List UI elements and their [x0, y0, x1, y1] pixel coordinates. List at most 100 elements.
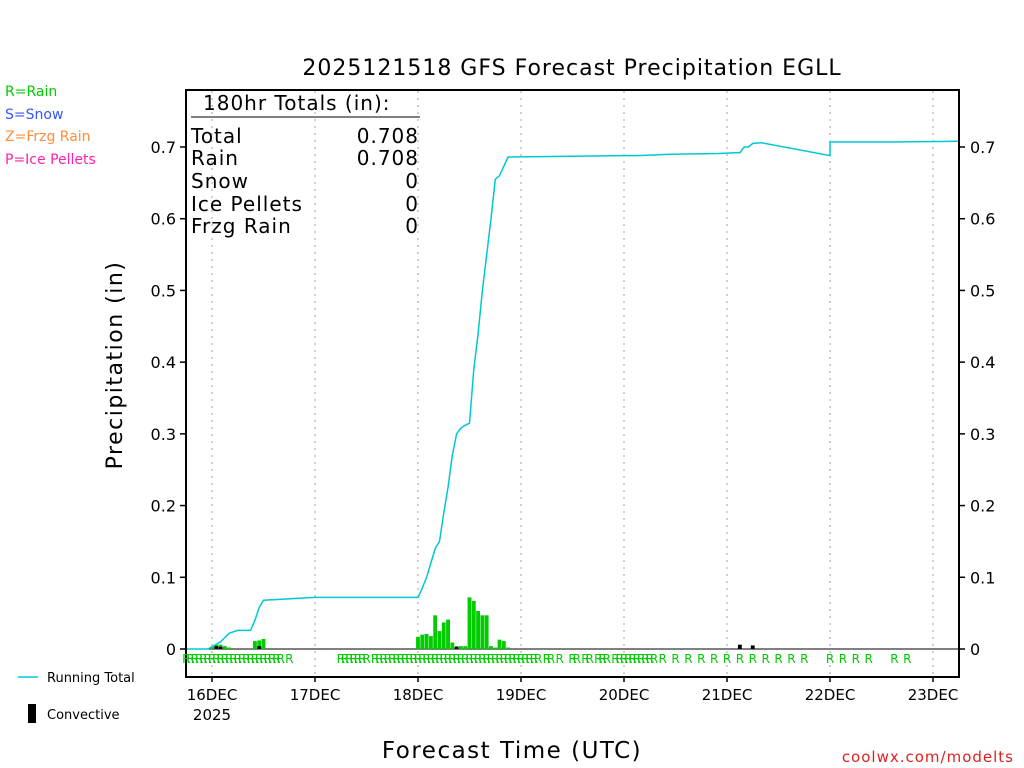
y-tick-label-right: 0.5	[970, 281, 995, 300]
ptype-marker-rain: R	[337, 652, 345, 666]
precip-bar	[471, 600, 476, 649]
ptype-marker-rain: R	[470, 652, 478, 666]
x-tick-year-label: 2025	[193, 706, 231, 724]
ptype-legend-snow: S=Snow	[5, 107, 63, 123]
ptype-marker-rain: R	[573, 652, 581, 666]
ptype-marker-rain: R	[628, 652, 636, 666]
precip-bar	[463, 646, 468, 649]
ptype-marker-rain: R	[225, 652, 233, 666]
x-tick-label: 18DEC	[393, 686, 444, 704]
precip-bar	[257, 640, 262, 649]
x-axis-ticks: 16DEC 17DEC 18DEC 19DEC 20DEC 21DEC 22DEC 23DEC…	[187, 677, 958, 724]
ptype-marker-rain: R	[500, 652, 508, 666]
y-tick-label-left: 0	[166, 640, 176, 659]
ptype-marker-rain: R	[234, 652, 242, 666]
ptype-marker-rain: R	[204, 652, 212, 666]
ptype-marker-rain: R	[624, 652, 632, 666]
totals-value-frzg-rain: 0	[405, 214, 419, 238]
ptype-marker-rain: R	[255, 652, 263, 666]
ptype-marker-rain: R	[547, 652, 555, 666]
ptype-marker-rain: R	[800, 652, 808, 666]
ptype-marker-rain: R	[268, 652, 276, 666]
ptype-marker-rain: R	[697, 652, 705, 666]
convective-legend-swatch	[28, 704, 36, 723]
credit-text: coolwx.com/modelts	[842, 748, 1014, 766]
ptype-marker-rain: R	[427, 652, 435, 666]
ptype-marker-rain: R	[521, 652, 529, 666]
ptype-marker-rain: R	[238, 652, 246, 666]
precip-bar	[428, 636, 433, 649]
ptype-marker-rain: R	[568, 652, 576, 666]
ptype-marker-rain: R	[229, 652, 237, 666]
precip-bar	[416, 636, 420, 649]
ptype-marker-rain: R	[397, 652, 405, 666]
precip-bar	[458, 646, 463, 649]
running-total-line	[187, 140, 959, 650]
y-tick-label-right: 0.6	[970, 210, 995, 229]
ptype-marker-rain: R	[405, 652, 413, 666]
ptype-marker-rain: R	[375, 652, 383, 666]
ptype-marker-rain: R	[186, 652, 194, 666]
ptype-marker-rain: R	[414, 652, 422, 666]
totals-box: 180hr Totals (in): Total 0.708 Rain 0.70…	[190, 91, 420, 238]
ptype-marker-rain: R	[482, 652, 490, 666]
ptype-marker-rain: R	[839, 652, 847, 666]
x-tick-label: 16DEC	[187, 686, 238, 704]
y-tick-label-right: 0.1	[970, 568, 995, 587]
ptype-marker-rain: R	[182, 652, 190, 666]
convective-bar	[454, 646, 459, 649]
ptype-marker-rain: R	[633, 652, 641, 666]
totals-value-total: 0.708	[357, 124, 419, 148]
ptype-marker-rain: R	[384, 652, 392, 666]
x-tick-label: 20DEC	[599, 686, 650, 704]
x-tick-label: 22DEC	[805, 686, 856, 704]
totals-value-rain: 0.708	[357, 146, 419, 170]
ptype-marker-rain: R	[461, 652, 469, 666]
precip-bar	[227, 647, 232, 649]
precip-bar	[210, 646, 214, 649]
ptype-marker-rain: R	[440, 652, 448, 666]
x-tick-label: 21DEC	[702, 686, 753, 704]
ptype-marker-rain: R	[452, 652, 460, 666]
ptype-marker-rain: R	[418, 652, 426, 666]
plot-frame	[185, 89, 960, 678]
ptype-marker-rain: R	[422, 652, 430, 666]
ptype-marker-rain: R	[242, 652, 250, 666]
convective-bars	[214, 644, 755, 649]
ptype-marker-rain: R	[491, 652, 499, 666]
ptype-marker-rain: R	[616, 652, 624, 666]
totals-value-ice-pellets: 0	[405, 192, 419, 216]
ptype-marker-rain: R	[611, 652, 619, 666]
series-legend: Running Total Convective	[18, 671, 135, 723]
x-tick-label: 17DEC	[290, 686, 341, 704]
ptype-marker-rain: R	[276, 652, 284, 666]
ptype-marker-rain: R	[191, 652, 199, 666]
day-gridlines	[186, 91, 959, 676]
ptype-marker-rain: R	[487, 652, 495, 666]
precip-bar	[489, 646, 493, 649]
ptype-marker-rain: R	[388, 652, 396, 666]
ptype-marker-rain: R	[650, 652, 658, 666]
totals-label-total: Total	[190, 124, 243, 148]
ptype-marker-rain: R	[246, 652, 254, 666]
ptype-marker-rain: R	[581, 652, 589, 666]
ptype-marker-rain: R	[465, 652, 473, 666]
ptype-marker-rain: R	[478, 652, 486, 666]
precip-bar	[480, 615, 485, 649]
totals-label-ice-pellets: Ice Pellets	[191, 192, 303, 216]
ptype-marker-rain: R	[195, 652, 203, 666]
totals-header: 180hr Totals (in):	[203, 91, 391, 115]
ptype-marker-rain: R	[620, 652, 628, 666]
y-tick-label-left: 0.3	[151, 425, 176, 444]
ptype-legend: R=Rain S=Snow Z=Frzg Rain P=Ice Pellets	[5, 84, 96, 168]
precip-bar	[446, 619, 450, 649]
ptype-marker-rain: R	[543, 652, 551, 666]
convective-legend-label: Convective	[47, 708, 120, 723]
precip-bar	[467, 597, 472, 649]
ptype-marker-rain: R	[641, 652, 649, 666]
ptype-marker-rain: R	[410, 652, 418, 666]
ptype-marker-rain: R	[392, 652, 400, 666]
ptype-marker-rain: R	[890, 652, 898, 666]
ptype-marker-rain: R	[517, 652, 525, 666]
totals-value-snow: 0	[405, 169, 419, 193]
